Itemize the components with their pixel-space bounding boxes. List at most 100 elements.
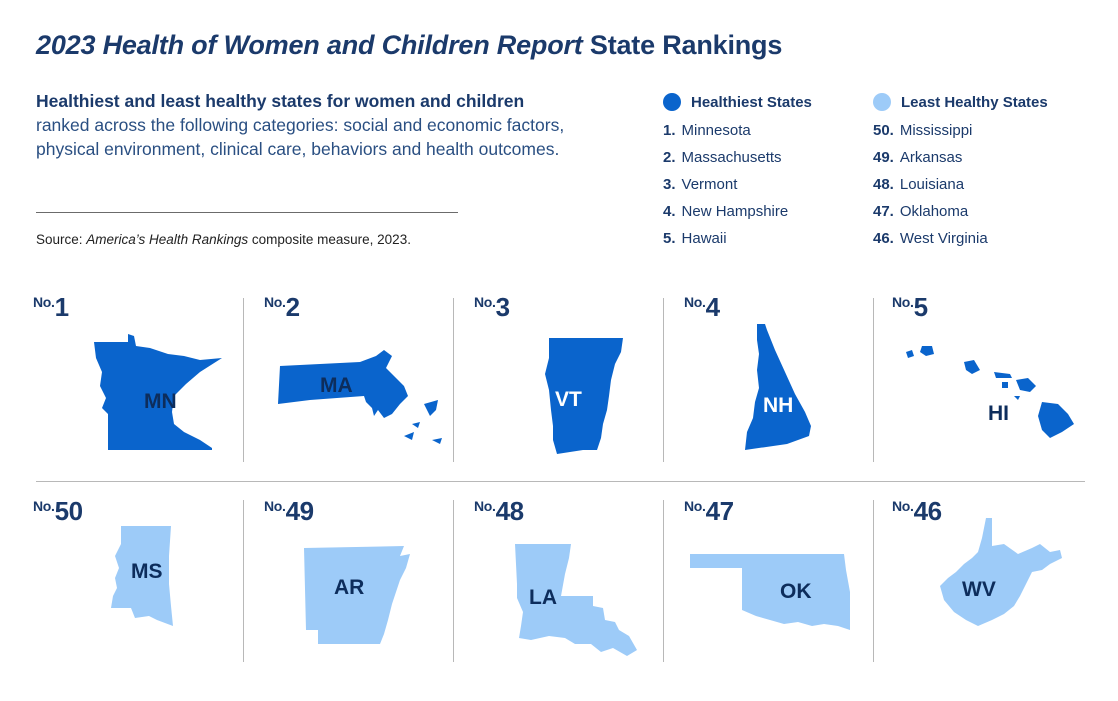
legend-item: 4. New Hampshire: [663, 203, 812, 230]
source-suffix: composite measure, 2023.: [248, 232, 411, 247]
louisiana-shape: [515, 544, 637, 656]
column-divider: [663, 298, 664, 462]
legend-item: 50. Mississippi: [873, 122, 1048, 149]
legend-rank: 4.: [663, 203, 676, 220]
title-rest: State Rankings: [582, 30, 783, 60]
intro-text: Healthiest and least healthy states for …: [36, 89, 596, 161]
state-abbr: MN: [144, 390, 177, 413]
legend-rank: 1.: [663, 122, 676, 139]
vermont-shape: [545, 338, 623, 454]
legend-state: Oklahoma: [899, 203, 969, 220]
island-kauai: [920, 346, 934, 356]
legend-state: Vermont: [681, 176, 738, 193]
state-abbr: MA: [320, 374, 353, 397]
rank-label: No.49: [264, 496, 314, 527]
rank-number: 4: [705, 292, 720, 322]
rank-number: 1: [54, 292, 69, 322]
rank-prefix: No.: [33, 294, 55, 310]
column-divider: [873, 298, 874, 462]
state-abbr: HI: [988, 402, 1009, 425]
legend-rank: 49.: [873, 149, 894, 166]
rank-prefix: No.: [264, 498, 286, 514]
vermont-map: VT: [545, 338, 623, 454]
legend-state: West Virginia: [899, 230, 988, 247]
massachusetts-shape: [278, 350, 408, 418]
west-virginia-shape: [940, 518, 1062, 626]
panel-rank-47: No.47 OK: [684, 496, 894, 676]
arkansas-map: AR: [304, 546, 410, 644]
oklahoma-shape: [690, 554, 850, 630]
state-abbr: LA: [529, 586, 557, 609]
state-abbr: VT: [555, 388, 582, 411]
dark-blue-dot-icon: [663, 93, 681, 111]
legend-rank: 48.: [873, 176, 894, 193]
rank-prefix: No.: [684, 498, 706, 514]
column-divider: [873, 500, 874, 662]
mississippi-map: MS: [111, 526, 173, 626]
legend-heading-label: Least Healthy States: [901, 93, 1048, 111]
rank-number: 5: [913, 292, 928, 322]
island-big-island: [1038, 402, 1074, 438]
rank-prefix: No.: [474, 498, 496, 514]
island-lanai: [1002, 382, 1008, 388]
rank-label: No.47: [684, 496, 734, 527]
island-kahoolawe: [1014, 396, 1020, 400]
legend-item: 46. West Virginia: [873, 230, 1048, 257]
source-note: Source: America’s Health Rankings compos…: [36, 232, 411, 247]
island-niihau: [906, 350, 914, 358]
source-title: America’s Health Rankings: [86, 232, 249, 247]
rank-prefix: No.: [684, 294, 706, 310]
legend-state: Arkansas: [899, 149, 963, 166]
legend-healthiest-heading: Healthiest States: [663, 92, 812, 112]
rank-prefix: No.: [33, 498, 55, 514]
legend-state: Massachusetts: [681, 149, 782, 166]
column-divider: [453, 298, 454, 462]
island-maui: [1016, 378, 1036, 392]
panel-rank-50: No.50 MS: [33, 496, 243, 676]
panel-rank-46: No.46 WV: [892, 496, 1102, 676]
legend-heading-label: Healthiest States: [691, 93, 812, 111]
state-abbr: MS: [131, 560, 163, 583]
state-abbr: OK: [780, 580, 812, 603]
island-molokai: [994, 372, 1012, 378]
hawaii-map: HI: [906, 346, 1074, 438]
legend-state: Hawaii: [681, 230, 727, 247]
island-marthas-vineyard: [404, 432, 414, 440]
legend-rank: 47.: [873, 203, 894, 220]
rank-number: 46: [913, 496, 942, 526]
rank-number: 49: [285, 496, 314, 526]
minnesota-map: MN: [94, 334, 222, 450]
massachusetts-map: MA: [278, 350, 442, 444]
legend-least-healthy: Least Healthy States 50. Mississippi 49. A…: [873, 92, 1048, 257]
mississippi-shape: [111, 526, 173, 626]
rank-label: No.46: [892, 496, 942, 527]
panel-rank-2: No.2 MA: [264, 292, 474, 472]
legend-rank: 3.: [663, 176, 676, 193]
rank-label: No.4: [684, 292, 720, 323]
rank-label: No.3: [474, 292, 510, 323]
legend-state: New Hampshire: [681, 203, 789, 220]
source-prefix: Source:: [36, 232, 87, 247]
rank-label: No.5: [892, 292, 928, 323]
intro-body: ranked across the following categories: …: [36, 115, 565, 159]
legend-item: 3. Vermont: [663, 176, 812, 203]
island-small: [412, 422, 420, 428]
west-virginia-map: WV: [940, 518, 1062, 626]
panel-rank-48: No.48 LA: [474, 496, 684, 676]
state-abbr: WV: [962, 578, 996, 601]
rank-label: No.48: [474, 496, 524, 527]
louisiana-map: LA: [515, 544, 637, 656]
rank-prefix: No.: [264, 294, 286, 310]
rank-number: 3: [495, 292, 510, 322]
island-nantucket: [432, 438, 442, 444]
rank-prefix: No.: [892, 498, 914, 514]
rank-number: 48: [495, 496, 524, 526]
legend-item: 49. Arkansas: [873, 149, 1048, 176]
legend-rank: 5.: [663, 230, 676, 247]
panel-rank-3: No.3 VT: [474, 292, 684, 472]
rank-label: No.1: [33, 292, 69, 323]
page-title: 2023 Health of Women and Children Report…: [36, 30, 782, 61]
new-hampshire-map: NH: [745, 324, 811, 450]
legend-item: 1. Minnesota: [663, 122, 812, 149]
panel-rank-49: No.49 AR: [264, 496, 474, 676]
